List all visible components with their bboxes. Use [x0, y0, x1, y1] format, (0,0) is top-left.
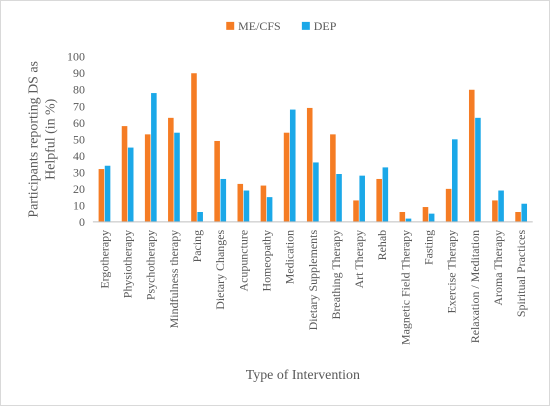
x-tick-label: Exercise Therapy [445, 230, 459, 314]
bar-me-cfs [191, 73, 197, 222]
x-tick-label: Spiritual Practices [514, 230, 528, 318]
bar-dep [197, 211, 203, 222]
bar-dep [151, 93, 157, 222]
bar-me-cfs [98, 169, 105, 222]
x-tick-label: Ergotherapy [97, 230, 111, 289]
y-tick-label: 30 [73, 165, 85, 179]
bar-me-cfs [168, 117, 174, 222]
x-tick-label: Dietary Changes [213, 230, 227, 310]
x-tick-label: Breathing Therapy [329, 230, 343, 320]
bar-me-cfs [121, 126, 128, 222]
bar-dep [313, 162, 319, 222]
y-tick-label: 60 [73, 116, 85, 130]
y-tick-label: 70 [73, 99, 85, 113]
bars [98, 73, 528, 222]
bar-dep [428, 213, 435, 222]
y-axis-label: Participants reporting DS as Helpful (in … [27, 61, 59, 218]
bar-me-cfs [468, 89, 475, 222]
x-tick-label: Aroma Therapy [491, 230, 505, 306]
y-tick-label: 10 [73, 198, 85, 212]
legend-swatch [226, 21, 235, 30]
bar-dep [521, 203, 528, 222]
x-tick-label: Art Therapy [352, 230, 366, 288]
bar-me-cfs [515, 211, 521, 222]
y-tick-label: 80 [73, 83, 85, 97]
bar-dep [475, 117, 481, 222]
bar-me-cfs [144, 134, 151, 222]
bar-dep [104, 165, 111, 222]
x-tick-label: Homeopathy [259, 230, 273, 292]
bar-dep [174, 132, 180, 222]
legend-label: ME/CFS [238, 19, 280, 33]
y-axis-ticks: 0 10 20 30 40 50 60 70 80 90 100 [67, 50, 85, 229]
bar-me-cfs [399, 211, 406, 222]
bar-me-cfs [376, 178, 382, 222]
bar-dep [498, 190, 504, 222]
bar-me-cfs [422, 207, 429, 222]
legend-label: DEP [314, 19, 337, 33]
x-tick-label: Rehab [375, 230, 389, 261]
x-tick-label: Psychotherapy [144, 230, 158, 300]
bar-me-cfs [445, 188, 452, 222]
bar-dep [359, 175, 365, 222]
bar-me-cfs [330, 134, 336, 222]
bar-dep [127, 147, 134, 222]
bar-dep [266, 197, 273, 222]
bar-dep [452, 139, 458, 222]
x-tick-label: Physiotherapy [121, 230, 135, 298]
x-tick-label: Medication [283, 230, 297, 284]
x-tick-label: Mindfulness therapy [167, 230, 181, 328]
y-tick-label: 20 [73, 182, 85, 196]
bar-dep [220, 178, 227, 222]
bar-dep [289, 109, 296, 222]
bar-me-cfs [214, 140, 220, 222]
bar-dep [336, 174, 342, 222]
x-tick-label: Fasting [422, 230, 436, 265]
bar-me-cfs [283, 132, 290, 222]
y-tick-label: 100 [67, 50, 85, 64]
bar-dep [243, 190, 250, 222]
bar-me-cfs [306, 107, 313, 222]
x-tick-label: Magnetic Field Therapy [398, 230, 412, 345]
y-tick-label: 40 [73, 149, 85, 163]
y-tick-label: 90 [73, 66, 85, 80]
legend: ME/CFS DEP [226, 19, 337, 33]
y-tick-label: 50 [73, 132, 85, 146]
y-tick-label: 0 [79, 215, 85, 229]
bar-dep [405, 218, 412, 222]
legend-swatch [301, 21, 310, 30]
bar-me-cfs [237, 183, 244, 222]
x-tick-label: Pacing [190, 230, 204, 263]
bar-me-cfs [492, 200, 498, 222]
bar-me-cfs [353, 200, 359, 222]
bar-me-cfs [260, 185, 267, 222]
x-axis-label: Type of Intervention [246, 368, 360, 383]
bar-dep [382, 167, 389, 222]
x-axis-ticks: Ergotherapy Physiotherapy Psychotherapy Min… [97, 230, 528, 346]
x-tick-label: Relaxation / Meditation [468, 230, 482, 343]
x-tick-label: Acupuncture [236, 230, 250, 292]
x-tick-label: Dietary Supplements [306, 230, 320, 331]
